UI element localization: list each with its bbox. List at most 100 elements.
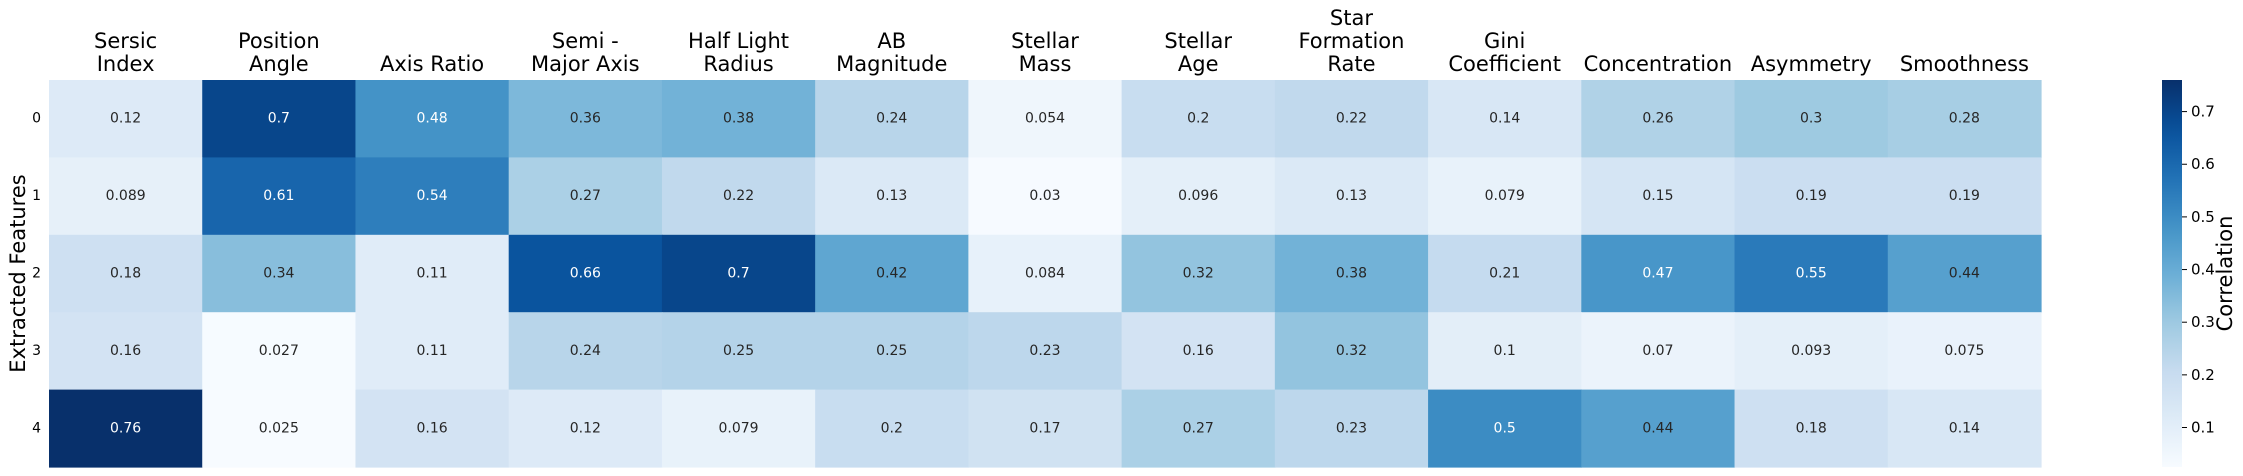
heatmap-cell — [355, 312, 510, 391]
heatmap-cell-value: 0.25 — [723, 343, 754, 359]
heatmap-cell-value: 0.24 — [570, 343, 601, 359]
heatmap-cell — [508, 157, 663, 236]
heatmap-cell — [661, 389, 816, 468]
heatmap-cell — [1887, 234, 2042, 313]
heatmap-cell-value: 0.66 — [570, 266, 601, 282]
heatmap-cell-value: 0.14 — [1489, 111, 1520, 127]
heatmap-cell — [202, 389, 357, 468]
heatmap-cell — [815, 389, 969, 468]
colorbar-tick-label: 0.7 — [2191, 103, 2215, 121]
heatmap-cell-value: 0.12 — [110, 111, 141, 127]
heatmap-cell-value: 0.28 — [1949, 111, 1980, 127]
heatmap-cell — [1887, 389, 2042, 468]
heatmap-cell-value: 0.079 — [1485, 188, 1525, 204]
heatmap-cell-value: 0.027 — [259, 343, 299, 359]
heatmap-cell — [815, 234, 969, 313]
heatmap-cell-value: 0.17 — [1029, 420, 1060, 436]
column-label: AB Magnitude — [836, 29, 947, 76]
heatmap-cell — [1428, 389, 1582, 468]
heatmap-cell — [661, 157, 816, 236]
heatmap-cell-value: 0.03 — [1029, 188, 1060, 204]
heatmap-cell — [968, 389, 1123, 468]
heatmap-cells: 0.12 0.7 0.48 0.36 0.38 0.24 0.054 0.2 0.22 0.14 0… — [49, 80, 2042, 468]
heatmap-cell-value: 0.093 — [1791, 343, 1831, 359]
heatmap-cell — [1121, 157, 1276, 236]
heatmap-cell-value: 0.16 — [416, 420, 447, 436]
heatmap-cell — [49, 80, 203, 158]
heatmap-cell — [49, 234, 203, 313]
colorbar-ticks: 0.1 0.2 0.3 0.4 0.5 0.6 0.7 — [2182, 103, 2215, 437]
column-label: Axis Ratio — [380, 52, 484, 76]
heatmap-cell — [815, 312, 969, 391]
heatmap-cell — [1428, 80, 1582, 158]
heatmap-cell-value: 0.089 — [106, 188, 146, 204]
heatmap-cell-value: 0.44 — [1949, 266, 1980, 282]
heatmap-cell — [1581, 157, 1736, 236]
colorbar-tick-label: 0.4 — [2191, 261, 2215, 279]
heatmap-cell-value: 0.07 — [1642, 343, 1673, 359]
column-label: Star Formation Rate — [1298, 6, 1404, 76]
heatmap-cell-value: 0.16 — [1183, 343, 1214, 359]
heatmap-cell-value: 0.075 — [1944, 343, 1984, 359]
heatmap-cell-value: 0.084 — [1025, 266, 1065, 282]
colorbar-tick-label: 0.1 — [2191, 419, 2215, 437]
heatmap-cell-value: 0.13 — [1336, 188, 1367, 204]
heatmap-cell — [355, 234, 510, 313]
heatmap-cell — [508, 80, 663, 158]
row-label: 1 — [32, 188, 41, 204]
heatmap-cell — [1274, 80, 1429, 158]
heatmap-cell — [1887, 157, 2042, 236]
heatmap-cell-value: 0.22 — [723, 188, 754, 204]
colorbar-tick-label: 0.6 — [2191, 155, 2215, 173]
heatmap-cell — [661, 312, 816, 391]
heatmap-cell — [508, 389, 663, 468]
heatmap-cell-value: 0.079 — [718, 420, 758, 436]
heatmap-cell-value: 0.47 — [1642, 266, 1673, 282]
heatmap-cell-value: 0.13 — [876, 188, 907, 204]
heatmap-cell — [355, 389, 510, 468]
column-label: Stellar Mass — [1011, 29, 1079, 76]
heatmap-cell — [1734, 157, 1889, 236]
heatmap-cell-value: 0.18 — [110, 266, 141, 282]
heatmap-cell — [1887, 80, 2042, 158]
heatmap-cell-value: 0.22 — [1336, 111, 1367, 127]
heatmap-cell — [1734, 312, 1889, 391]
heatmap-cell — [815, 157, 969, 236]
heatmap-cell-value: 0.55 — [1796, 266, 1827, 282]
heatmap-cell — [1121, 234, 1276, 313]
heatmap-cell-value: 0.23 — [1336, 420, 1367, 436]
heatmap-cell-value: 0.2 — [881, 420, 903, 436]
heatmap-cell — [1887, 312, 2042, 391]
heatmap-cell-value: 0.32 — [1183, 266, 1214, 282]
heatmap-cell-value: 0.054 — [1025, 111, 1065, 127]
heatmap-cell — [1274, 389, 1429, 468]
heatmap-cell-value: 0.23 — [1029, 343, 1060, 359]
heatmap-cell-value: 0.15 — [1642, 188, 1673, 204]
heatmap-cell — [815, 80, 969, 158]
heatmap-cell — [661, 234, 816, 313]
heatmap-cell-value: 0.2 — [1187, 111, 1209, 127]
heatmap-cell-value: 0.42 — [876, 266, 907, 282]
colorbar-tick-label: 0.5 — [2191, 208, 2215, 226]
heatmap-cell — [202, 312, 357, 391]
heatmap-cell-value: 0.096 — [1178, 188, 1218, 204]
heatmap-cell — [1734, 389, 1889, 468]
heatmap-cell — [968, 157, 1123, 236]
colorbar-tick-label: 0.3 — [2191, 313, 2215, 331]
heatmap-cell-value: 0.34 — [263, 266, 294, 282]
heatmap-cell-value: 0.16 — [110, 343, 141, 359]
colorbar-title: Correlation — [2213, 216, 2237, 332]
heatmap-cell-value: 0.7 — [727, 266, 749, 282]
row-labels: 0 1 2 3 4 — [32, 111, 41, 437]
heatmap-cell — [1274, 157, 1429, 236]
heatmap-cell-value: 0.12 — [570, 420, 601, 436]
column-label: Half Light Radius — [688, 29, 789, 76]
heatmap-cell — [1581, 312, 1736, 391]
heatmap-cell-value: 0.11 — [416, 266, 447, 282]
heatmap-cell-value: 0.21 — [1489, 266, 1520, 282]
heatmap-cell — [202, 157, 357, 236]
column-label: Semi -Major Axis — [531, 29, 640, 76]
heatmap-cell-value: 0.36 — [570, 111, 601, 127]
heatmap-cell-value: 0.38 — [723, 111, 754, 127]
